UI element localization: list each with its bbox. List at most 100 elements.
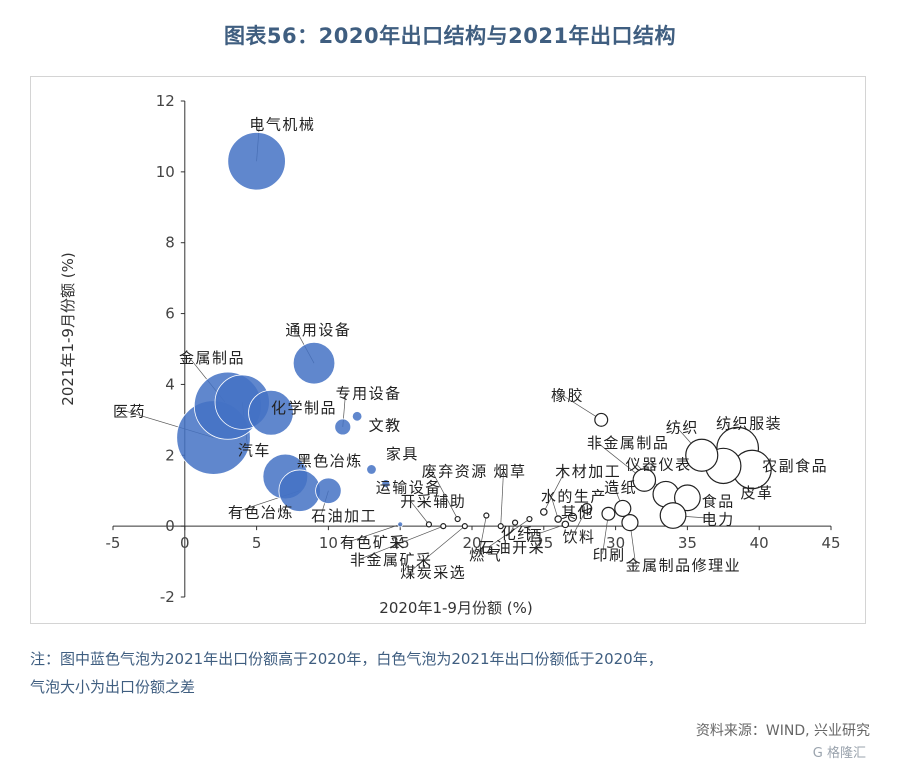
bubble-饮料: [581, 503, 593, 514]
bubble-纺织: [685, 438, 719, 472]
point-label: 造纸: [604, 478, 637, 496]
bubble-印刷: [601, 506, 616, 521]
bubble-金属制品修理业: [621, 514, 639, 532]
point-label: 印刷: [593, 546, 626, 564]
bubble-非金属制品: [632, 468, 657, 492]
y-tick-label: 4: [165, 375, 175, 393]
x-tick-label: 30: [606, 534, 625, 552]
note-line-2: 气泡大小为出口份额之差: [30, 678, 196, 696]
y-tick-label: 6: [165, 305, 175, 323]
point-label: 农副食品: [762, 457, 828, 475]
leader-line: [431, 470, 458, 520]
point-label: 仪器仪表: [626, 455, 692, 473]
point-label: 饮料: [562, 528, 595, 546]
bubble-石油加工: [315, 477, 342, 504]
bubble-食品: [674, 484, 701, 512]
bubble-化学制品: [248, 389, 294, 436]
point-label: 石油开采: [479, 539, 545, 557]
bubble-废弃资源: [454, 515, 461, 523]
point-label: 专用设备: [336, 385, 402, 403]
leader-line: [536, 524, 566, 535]
bubble-木材加工: [539, 508, 548, 516]
bubble-非金属矿采: [440, 523, 447, 530]
x-tick-label: 25: [534, 534, 553, 552]
bubble-家具: [366, 464, 377, 475]
bubble-运输设备: [381, 479, 391, 489]
bubble-化纤: [511, 519, 519, 526]
bubble-chart: -5051015202530354045-20246810122020年1-9月…: [59, 92, 841, 617]
point-label: 燃气: [469, 546, 502, 564]
point-label: 汽车: [238, 441, 271, 459]
bubble-通用设备: [292, 341, 336, 385]
point-label: 家具: [386, 445, 419, 463]
x-tick-label: 5: [252, 534, 262, 552]
bubble-煤炭采选: [461, 523, 468, 530]
y-tick-label: 0: [165, 517, 175, 535]
x-tick-label: 10: [319, 534, 338, 552]
leader-line: [359, 525, 444, 560]
bubble-有色矿采: [397, 521, 404, 528]
leader-line: [478, 515, 487, 554]
y-tick-label: 10: [156, 163, 175, 181]
leader-line: [500, 470, 504, 527]
x-tick-label: 40: [750, 534, 769, 552]
bubble-其他: [567, 512, 578, 522]
x-tick-label: 35: [678, 534, 697, 552]
point-label: 废弃资源: [422, 463, 488, 481]
point-label: 橡胶: [551, 386, 584, 404]
bubble-专用设备: [334, 418, 352, 436]
point-label: 酒: [527, 526, 544, 544]
y-tick-label: 8: [165, 234, 175, 252]
note-line-1: 注：图中蓝色气泡为2021年出口份额高于2020年，白色气泡为2021年出口份额…: [30, 650, 663, 668]
point-label: 煤炭采选: [400, 564, 466, 582]
point-label: 木材加工: [555, 463, 621, 481]
point-label: 有色冶炼: [228, 503, 294, 521]
watermark: G 格隆汇: [812, 746, 866, 761]
point-label: 金属制品: [179, 349, 245, 367]
bubble-文教: [351, 411, 363, 422]
point-label: 电力: [702, 510, 735, 528]
leader-line: [409, 500, 430, 525]
bubble-酒: [561, 520, 570, 529]
x-tick-label: 45: [821, 534, 840, 552]
plot-frame: -5051015202530354045-20246810122020年1-9月…: [30, 76, 866, 624]
y-axis-title: 2021年1-9月份额 (%): [59, 252, 77, 405]
point-label: 石油加工: [311, 507, 377, 525]
x-tick-label: -5: [106, 534, 121, 552]
bubble-石油开采: [526, 515, 533, 523]
point-label: 开采辅助: [400, 493, 466, 511]
bubble-水的生产: [554, 515, 562, 523]
point-label: 烟草: [494, 463, 527, 481]
point-label: 非金属矿采: [350, 551, 433, 569]
bubble-电气机械: [227, 132, 286, 191]
bubble-燃气: [483, 512, 490, 519]
point-label: 有色矿采: [340, 533, 406, 551]
y-tick-label: -2: [160, 588, 175, 606]
point-label: 其他: [561, 503, 594, 521]
x-tick-label: 20: [462, 534, 481, 552]
point-label: 纺织服装: [716, 415, 782, 433]
y-tick-label: 2: [165, 446, 175, 464]
bubble-开采辅助: [425, 521, 433, 528]
bubble-造纸: [614, 499, 632, 518]
bubble-橡胶: [594, 412, 609, 427]
chart-title: 图表56：2020年出口结构与2021年出口结构: [223, 24, 677, 48]
point-label: 电气机械: [249, 115, 315, 133]
point-label: 皮革: [741, 484, 774, 502]
point-label: 文教: [369, 416, 402, 434]
leader-line: [560, 394, 602, 421]
point-label: 通用设备: [285, 321, 351, 339]
leader-line: [543, 470, 566, 513]
point-label: 化学制品: [271, 399, 337, 417]
point-label: 水的生产: [541, 487, 607, 505]
point-label: 食品: [702, 493, 735, 511]
x-axis-title: 2020年1-9月份额 (%): [379, 599, 532, 617]
leader-line: [409, 525, 466, 572]
point-label: 运输设备: [376, 478, 442, 496]
source-text: 资料来源：WIND, 兴业研究: [695, 723, 870, 739]
point-label: 化纤: [501, 525, 534, 543]
leader-line: [488, 518, 530, 548]
bubble-电力: [659, 502, 687, 529]
leader-line: [349, 524, 401, 542]
point-label: 非金属制品: [587, 434, 670, 452]
